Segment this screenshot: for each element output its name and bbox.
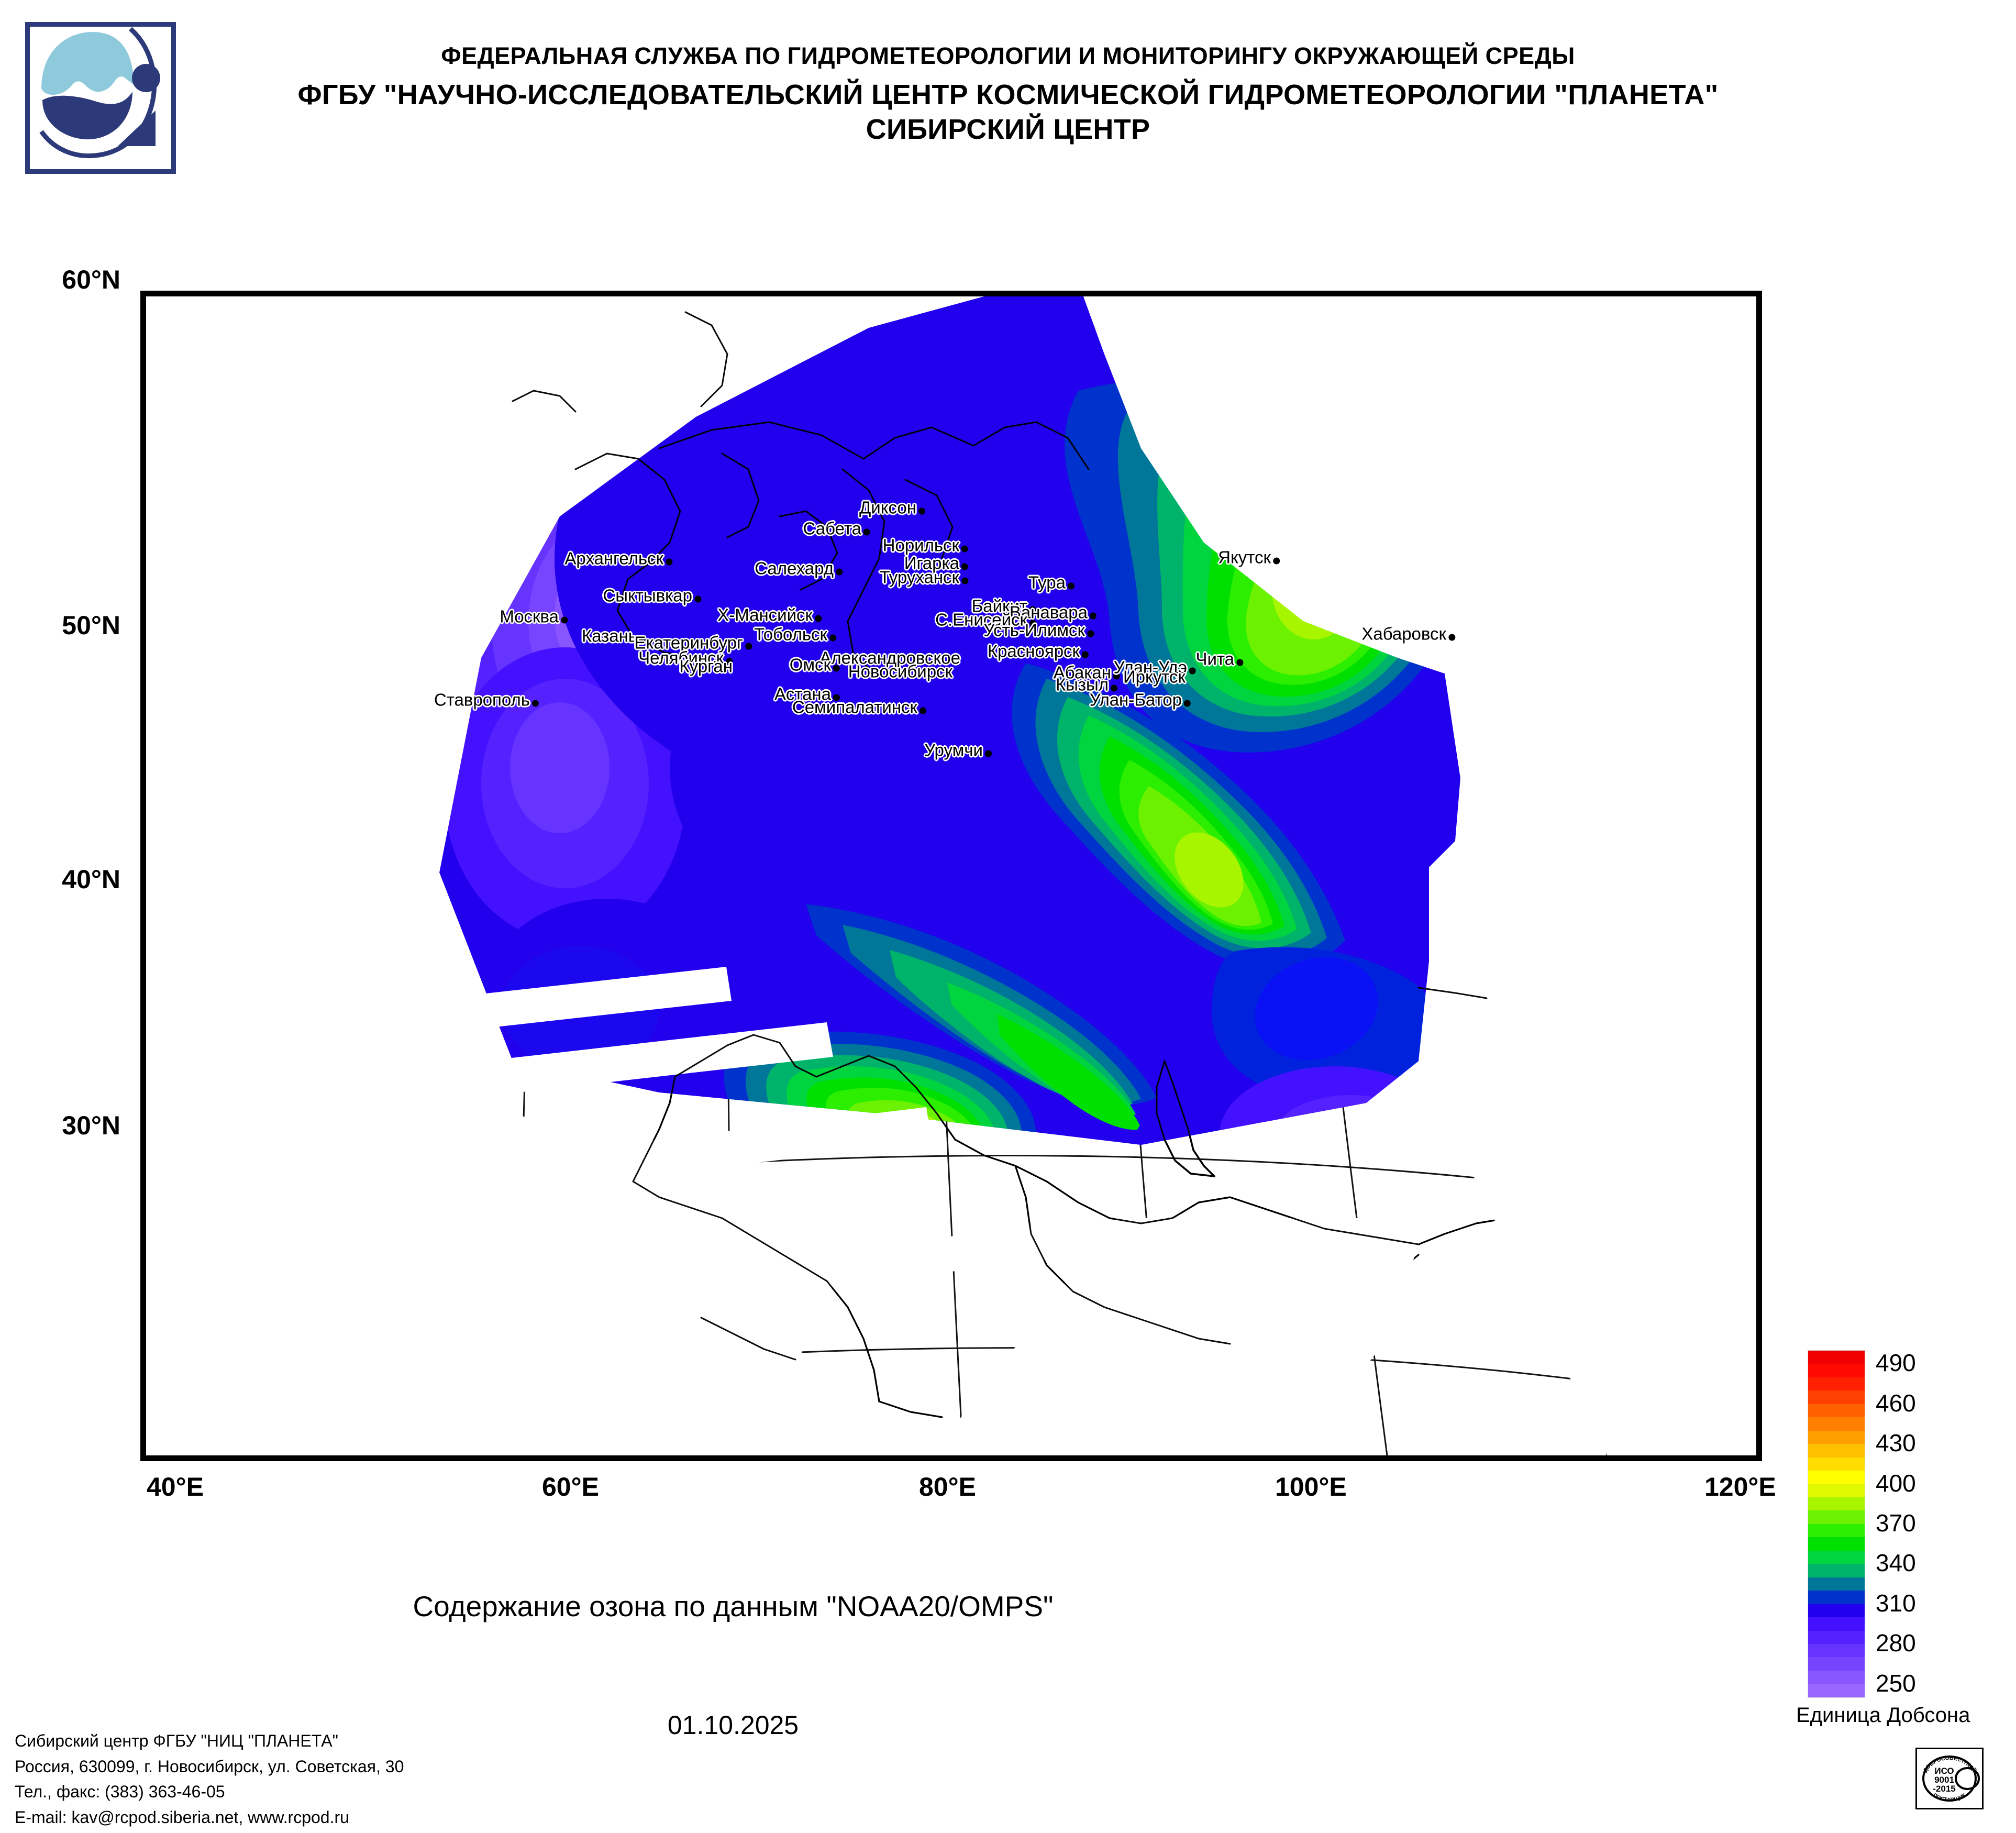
iso-9001-certification-stamp: ДОБРОСОВЕСТНЫЙ ПОСТАВЩИК ИСО 9001 -2015	[1915, 1748, 1984, 1809]
planeta-satellite-logo	[25, 22, 176, 174]
footer-email-website: E-mail: kav@rcpod.siberia.net, www.rcpod…	[15, 1807, 349, 1827]
colorbar-segment	[1808, 1657, 1865, 1671]
colorbar-segment	[1808, 1404, 1865, 1418]
colorbar-segment	[1808, 1564, 1865, 1577]
org-line-siberian-center: СИБИРСКИЙ ЦЕНТР	[866, 113, 1150, 145]
colorbar-segment	[1808, 1364, 1865, 1377]
colorbar-segment	[1808, 1417, 1865, 1431]
iso-label: ИСО	[1934, 1766, 1954, 1776]
colorbar-segment	[1808, 1617, 1865, 1631]
colorbar-segment	[1808, 1457, 1865, 1471]
y-axis-label-50n: 50°N	[62, 611, 120, 640]
observation-date: 01.10.2025	[667, 1710, 799, 1740]
colorbar-segment	[1808, 1430, 1865, 1444]
org-line-federal-service: ФЕДЕРАЛЬНАЯ СЛУЖБА ПО ГИДРОМЕТЕОРОЛОГИИ …	[441, 42, 1575, 69]
colorbar-segment	[1808, 1444, 1865, 1457]
map-canvas: Диксон Сабета Норильск Архангельск Игарк…	[146, 296, 1756, 1455]
x-axis-label-60e: 60°E	[542, 1472, 599, 1501]
colorbar-segment	[1808, 1550, 1865, 1564]
colorbar-tick-label: 250	[1876, 1669, 1916, 1697]
colorbar-segment	[1808, 1670, 1865, 1684]
iso-standard-number: 9001	[1934, 1775, 1954, 1785]
colorbar-tick-label: 340	[1876, 1549, 1916, 1577]
colorbar-segment	[1808, 1630, 1865, 1644]
colorbar-segment	[1808, 1523, 1865, 1538]
colorbar-tick-label: 430	[1876, 1429, 1916, 1457]
colorbar-tick-label: 310	[1876, 1589, 1916, 1617]
colorbar-unit-label: Единица Добсона	[1796, 1704, 1970, 1727]
org-line-planeta-center: ФГБУ "НАУЧНО-ИССЛЕДОВАТЕЛЬСКИЙ ЦЕНТР КОС…	[297, 79, 1719, 111]
colorbar-segment	[1808, 1510, 1865, 1524]
x-axis-label-80e: 80°E	[919, 1472, 976, 1501]
iso-stamp-graphic: ДОБРОСОВЕСТНЫЙ ПОСТАВЩИК ИСО 9001 -2015	[1922, 1755, 1980, 1803]
colorbar-ticks: 250 280 310 340 370 400 430 460 490	[1876, 1339, 1996, 1705]
x-axis-label-40e: 40°E	[147, 1472, 204, 1501]
colorbar-gradient	[1808, 1350, 1865, 1698]
colorbar-segment	[1808, 1577, 1865, 1591]
colorbar-segment	[1808, 1390, 1865, 1404]
footer-address: Россия, 630099, г. Новосибирск, ул. Сове…	[15, 1757, 404, 1776]
colorbar-tick-label: 370	[1876, 1509, 1916, 1537]
colorbar-segment	[1808, 1497, 1865, 1511]
y-axis-label-60n: 60°N	[62, 265, 120, 294]
colorbar-segment	[1808, 1604, 1865, 1618]
map-graphic	[146, 296, 1756, 1455]
colorbar-tick-label: 460	[1876, 1389, 1916, 1417]
colorbar-segment	[1808, 1377, 1865, 1391]
y-axis-label-30n: 30°N	[62, 1111, 120, 1140]
y-axis-label-40n: 40°N	[62, 865, 120, 894]
logo-graphic	[39, 27, 160, 159]
page-header: ФЕДЕРАЛЬНАЯ СЛУЖБА ПО ГИДРОМЕТЕОРОЛОГИИ …	[0, 0, 2016, 189]
colorbar-segment	[1808, 1684, 1865, 1697]
footer-phone: Тел., факс: (383) 363-46-05	[15, 1782, 225, 1802]
colorbar-segment	[1808, 1484, 1865, 1497]
footer-center-name: Сибирский центр ФГБУ "НИЦ "ПЛАНЕТА"	[15, 1731, 338, 1750]
x-axis-label-100e: 100°E	[1275, 1472, 1347, 1501]
colorbar-tick-label: 400	[1876, 1469, 1916, 1497]
colorbar-legend: 250 280 310 340 370 400 430 460 490	[1808, 1349, 1916, 1698]
page-title: Содержание озона по данным "NOAA20/OMPS"	[413, 1590, 1054, 1622]
ozone-map[interactable]: Диксон Сабета Норильск Архангельск Игарк…	[140, 291, 1762, 1461]
colorbar-tick-label: 490	[1876, 1349, 1916, 1377]
colorbar-segment	[1808, 1351, 1865, 1364]
colorbar-segment	[1808, 1471, 1865, 1484]
header-title-block: ФЕДЕРАЛЬНАЯ СЛУЖБА ПО ГИДРОМЕТЕОРОЛОГИИ …	[293, 42, 1723, 147]
colorbar-segment	[1808, 1591, 1865, 1604]
colorbar-tick-label: 280	[1876, 1629, 1916, 1657]
colorbar-segment	[1808, 1537, 1865, 1551]
contact-footer: Сибирский центр ФГБУ "НИЦ "ПЛАНЕТА" Росс…	[15, 1728, 404, 1830]
iso-standard-year: -2015	[1933, 1784, 1955, 1794]
colorbar-segment	[1808, 1643, 1865, 1658]
x-axis-label-120e: 120°E	[1704, 1472, 1776, 1501]
